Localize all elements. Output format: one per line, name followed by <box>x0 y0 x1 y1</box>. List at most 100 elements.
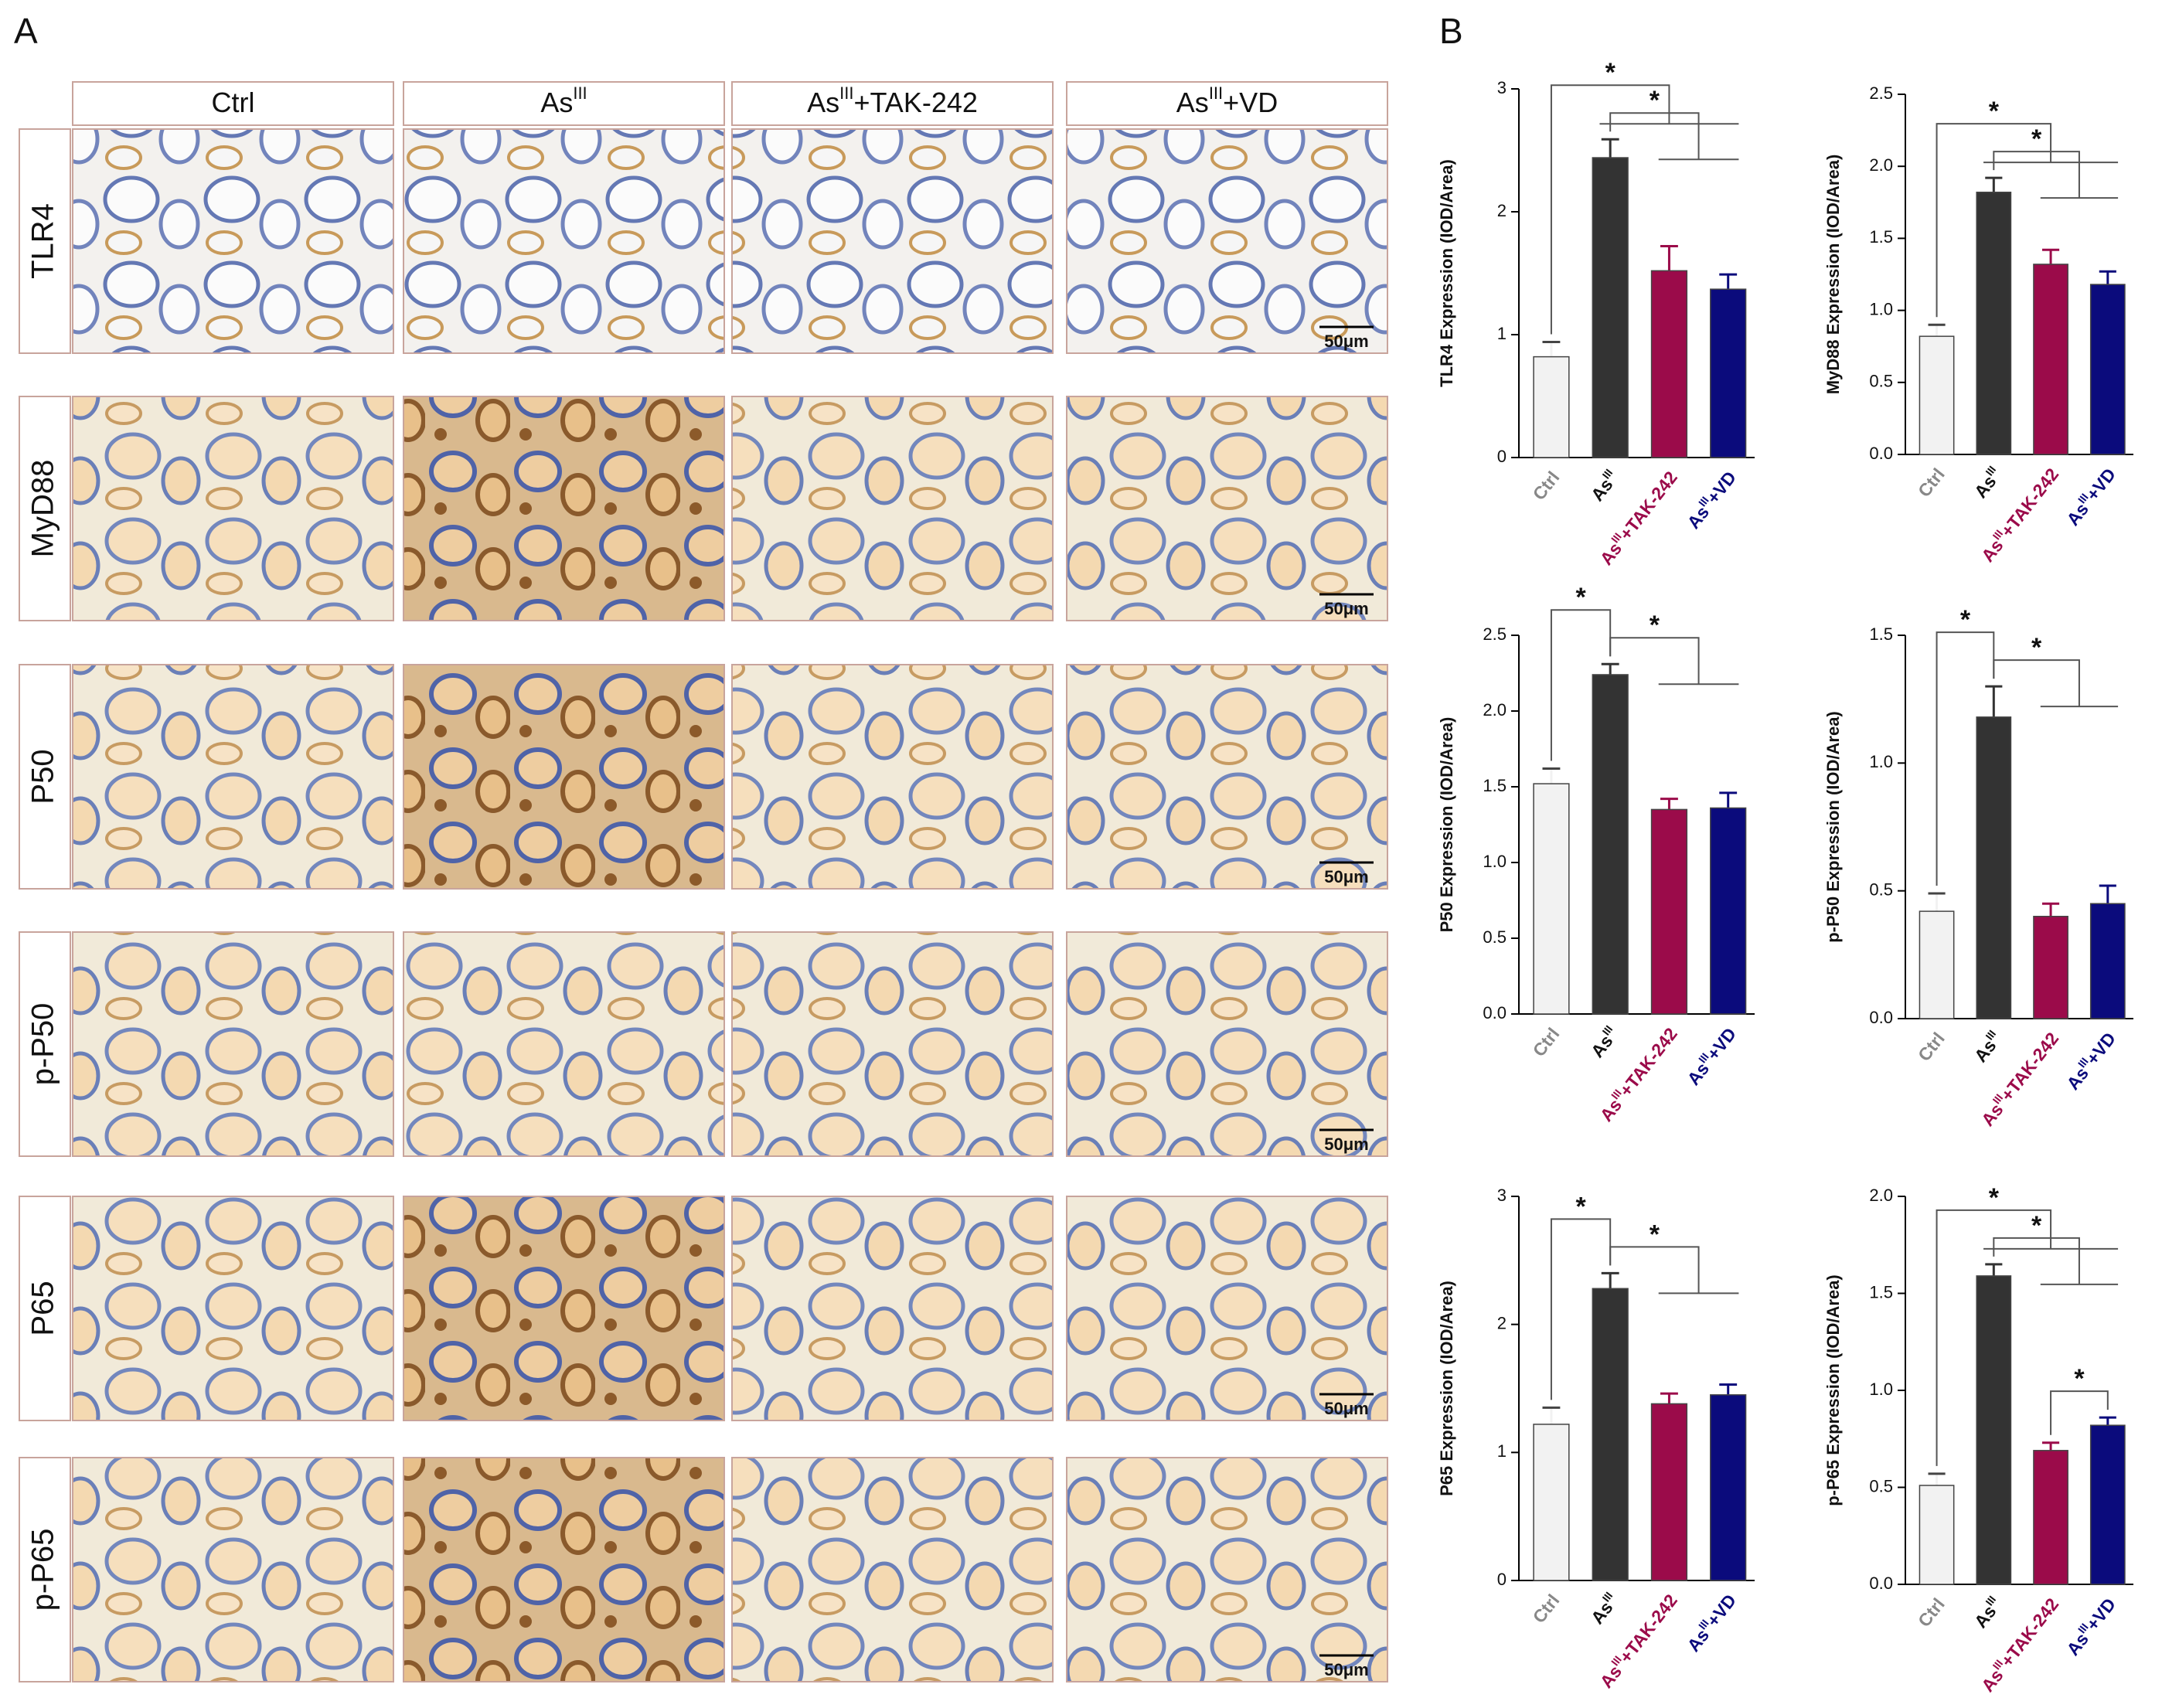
bar <box>1710 288 1747 458</box>
bar <box>1919 335 1955 455</box>
micrograph <box>1066 1196 1388 1421</box>
y-tick-label: 2.5 <box>1483 624 1507 644</box>
column-header-box <box>731 81 1054 126</box>
significance-bracket <box>1993 151 2080 199</box>
row-label-box <box>19 128 71 354</box>
label-part: Ctrl <box>1529 1024 1564 1060</box>
bar <box>2033 264 2068 455</box>
significance-bracket <box>1993 659 2080 707</box>
y-tick-label: 0.5 <box>1869 372 1893 391</box>
micrograph <box>731 664 1054 890</box>
y-tick-label: 0.5 <box>1869 880 1893 899</box>
label-part: III <box>573 83 587 103</box>
y-tick-label: 0 <box>1497 1570 1507 1589</box>
y-tick-label: 2.5 <box>1869 83 1893 103</box>
label-part: +TAK-242 <box>853 87 977 118</box>
y-axis-label: p-P50 Expression (IOD/Area) <box>1823 711 1843 943</box>
row-label-box <box>19 931 71 1157</box>
label-part: +TAK-242 <box>1616 1591 1681 1667</box>
y-tick-label: 1.5 <box>1869 227 1893 247</box>
micrograph <box>72 396 394 621</box>
bar <box>1650 808 1688 1015</box>
row-label-box <box>19 1457 71 1682</box>
label-part: Ctrl <box>212 87 255 118</box>
bar <box>2089 1424 2126 1585</box>
significance-bracket <box>1936 123 2052 318</box>
micrograph <box>403 396 725 621</box>
bar <box>2033 1450 2068 1585</box>
micrograph <box>403 931 725 1157</box>
micrograph <box>1066 1457 1388 1682</box>
bar <box>2033 915 2068 1019</box>
scale-bar-label: 50μm <box>1324 1399 1369 1418</box>
x-tick-label: Ctrl <box>1914 1029 1949 1065</box>
micrograph <box>731 128 1054 354</box>
y-tick-label: 0.5 <box>1869 1476 1893 1495</box>
y-axis-label: MyD88 Expression (IOD/Area) <box>1823 155 1843 395</box>
label-part: III <box>1209 83 1223 103</box>
y-tick-label: 0.0 <box>1869 1574 1893 1593</box>
label-part: +TAK-242 <box>1997 464 2062 541</box>
bar <box>1533 1424 1570 1581</box>
row-label-box <box>19 1196 71 1421</box>
scale-bar-label: 50μm <box>1324 332 1369 351</box>
x-tick-label: AsIII <box>1969 1027 2006 1066</box>
y-axis-label: P50 Expression (IOD/Area) <box>1437 717 1456 933</box>
bar <box>1650 270 1688 458</box>
micrograph <box>731 1457 1054 1682</box>
label-part: Ctrl <box>1914 464 1949 501</box>
y-tick-label: 1.0 <box>1869 752 1893 771</box>
x-tick-label: AsIII <box>1969 1593 2006 1631</box>
y-tick-label: 1 <box>1497 1441 1507 1461</box>
y-tick-label: 3 <box>1497 78 1507 97</box>
row-label: p-P65 <box>26 1529 60 1611</box>
micrograph <box>731 1196 1054 1421</box>
bar <box>1650 1403 1688 1581</box>
label-part: As <box>1684 502 1714 532</box>
row-label: P65 <box>26 1281 60 1335</box>
y-tick-label: 0.0 <box>1869 1008 1893 1027</box>
bar <box>2089 284 2126 455</box>
significance-label: * <box>1575 583 1586 612</box>
scale-bar-label: 50μm <box>1324 1135 1369 1154</box>
bar <box>1533 356 1570 458</box>
y-tick-label: 1.5 <box>1869 624 1893 644</box>
x-tick-label: AsIII+VD <box>1682 466 1741 532</box>
bar <box>1592 1288 1629 1581</box>
significance-bracket <box>1936 1209 2052 1466</box>
label-part: As <box>807 87 839 118</box>
label-part: As <box>1684 1625 1714 1655</box>
micrograph <box>731 396 1054 621</box>
significance-label: * <box>1650 611 1660 640</box>
y-axis-label: TLR4 Expression (IOD/Area) <box>1437 159 1456 387</box>
label-part: As <box>1176 87 1209 118</box>
y-tick-label: 2.0 <box>1869 155 1893 175</box>
x-tick-label: Ctrl <box>1914 464 1949 501</box>
x-tick-label: AsIII <box>1969 463 2006 502</box>
micrograph <box>403 128 725 354</box>
bar <box>1710 1394 1747 1581</box>
bar <box>1533 783 1570 1015</box>
significance-bracket <box>2050 1390 2109 1435</box>
significance-bracket <box>1993 1237 2080 1284</box>
label-part: Ctrl <box>1914 1594 1949 1631</box>
label-part: As <box>2062 499 2092 529</box>
column-header: AsIII+VD <box>1176 83 1278 117</box>
significance-bracket <box>1609 1246 1700 1294</box>
label-part: +TAK-242 <box>1616 1024 1681 1101</box>
significance-bracket <box>1609 637 1700 685</box>
micrograph <box>72 128 394 354</box>
label-part: As <box>540 87 573 118</box>
row-label: MyD88 <box>26 460 60 558</box>
y-axis-label: p-P65 Expression (IOD/Area) <box>1823 1274 1843 1506</box>
significance-label: * <box>1575 1192 1586 1221</box>
column-header: Ctrl <box>212 87 255 118</box>
bar <box>1919 910 1955 1019</box>
micrograph <box>403 664 725 890</box>
y-tick-label: 2.0 <box>1869 1186 1893 1205</box>
bar <box>1710 807 1747 1015</box>
y-tick-label: 0 <box>1497 447 1507 466</box>
label-part: As <box>1684 1059 1714 1089</box>
y-tick-label: 1.0 <box>1483 852 1507 871</box>
significance-label: * <box>1960 605 1971 635</box>
